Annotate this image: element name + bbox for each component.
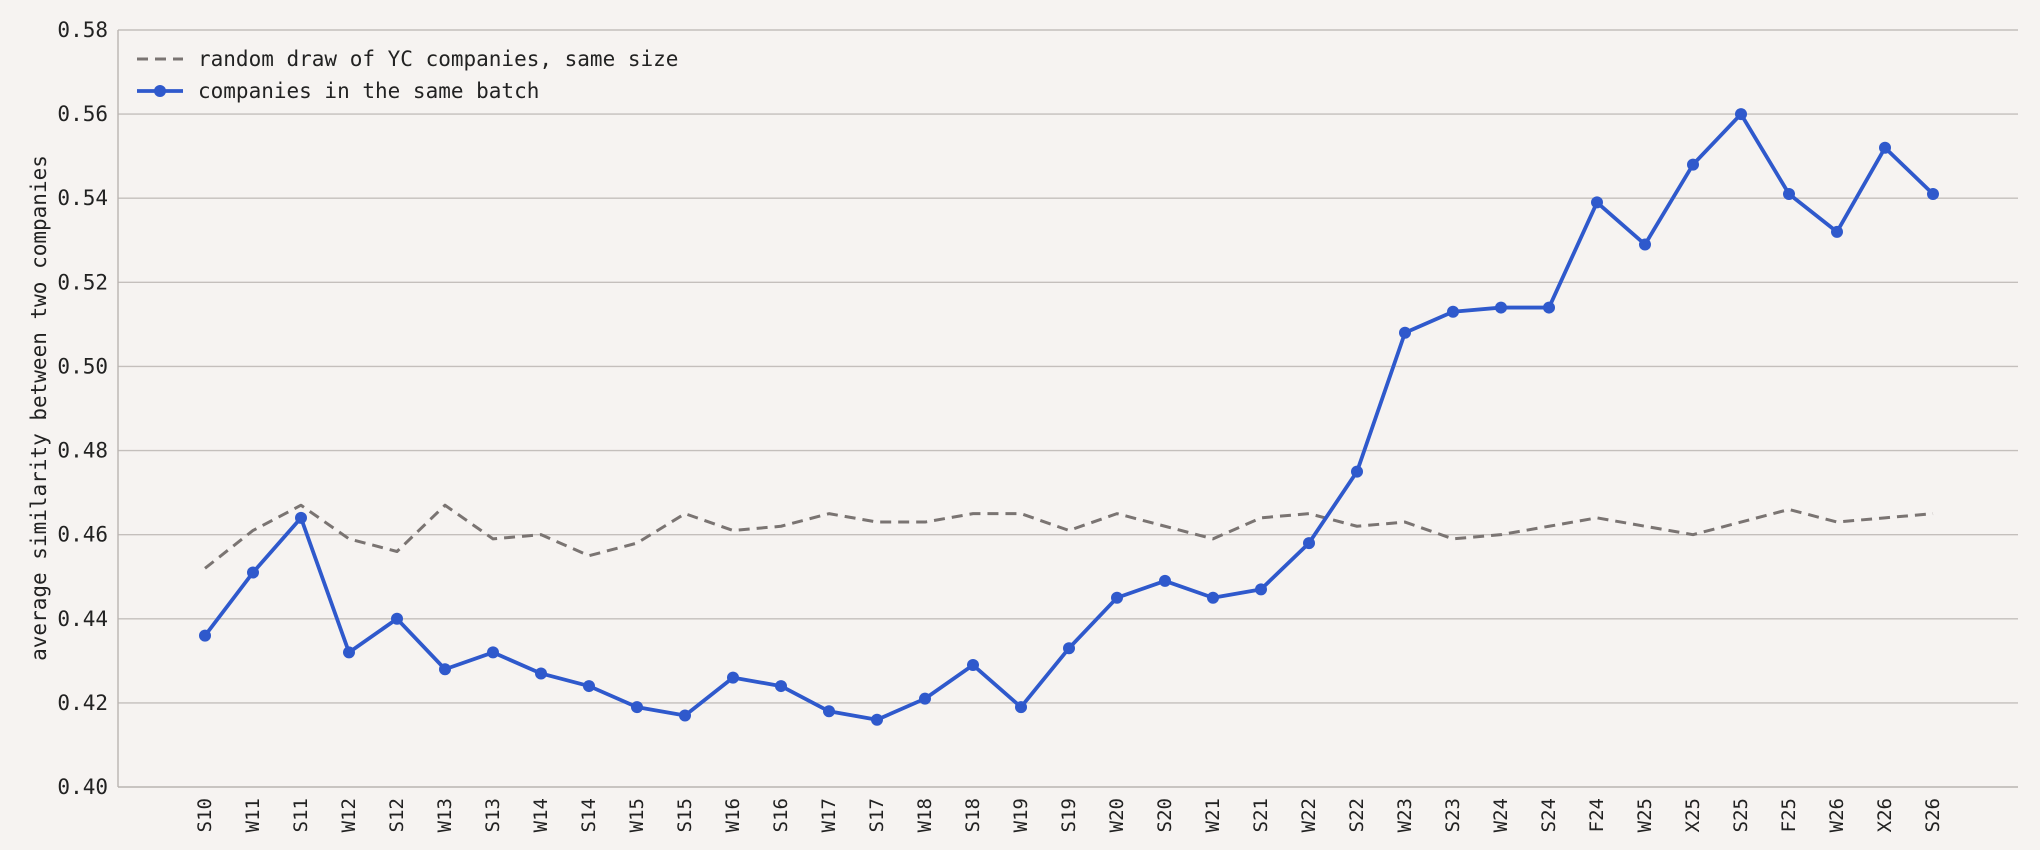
x-tick-label: S18	[962, 798, 984, 832]
x-tick-labels: S10 W11 S11 W12 S12 W13 S13 W14 S14 W15 S15 W16 S16 W…	[194, 798, 1944, 832]
series-line-random-draw	[204, 503, 1934, 570]
y-axis-label: average similarity between two companies	[27, 155, 51, 661]
x-tick-label: S21	[1250, 798, 1272, 832]
x-tick-label: W13	[434, 798, 456, 832]
data-point	[1687, 158, 1699, 171]
y-tick-label: 0.40	[57, 775, 108, 799]
x-tick-label: W22	[1298, 798, 1320, 832]
x-tick-label: W12	[338, 798, 360, 832]
x-tick-label: W18	[914, 798, 936, 832]
y-tick-label: 0.50	[57, 354, 108, 378]
x-tick-label: W20	[1106, 798, 1128, 832]
x-tick-label: S14	[578, 798, 600, 832]
data-point	[535, 667, 547, 680]
x-tick-label: W19	[1010, 798, 1032, 832]
data-point	[439, 663, 451, 676]
x-tick-label: W26	[1826, 798, 1848, 832]
y-tick-label: 0.58	[57, 18, 108, 42]
data-point	[247, 566, 259, 579]
data-point	[583, 680, 595, 693]
x-tick-label: W25	[1634, 798, 1656, 832]
data-point	[1351, 465, 1363, 478]
y-tick-label: 0.54	[57, 186, 108, 210]
x-tick-label: S12	[386, 798, 408, 832]
data-point	[1927, 188, 1939, 201]
data-point	[1063, 642, 1075, 655]
data-point	[1303, 537, 1315, 550]
y-tick-label: 0.48	[57, 439, 108, 463]
data-point	[1543, 301, 1555, 314]
legend-label: random draw of YC companies, same size	[198, 47, 678, 71]
y-tick-labels: 0.40 0.42 0.44 0.46 0.48 0.50 0.52 0.54 0.56 0.58	[57, 18, 108, 799]
data-point	[343, 646, 355, 659]
data-point	[199, 629, 211, 642]
x-tick-label: W23	[1394, 798, 1416, 832]
x-tick-label: S25	[1730, 798, 1752, 832]
series-group	[199, 108, 1939, 726]
x-tick-label: X26	[1874, 798, 1896, 832]
data-point	[1783, 188, 1795, 201]
x-tick-label: S16	[770, 798, 792, 832]
data-point	[1879, 141, 1891, 154]
gridlines	[118, 29, 2018, 704]
data-point	[1255, 583, 1267, 596]
data-point	[1639, 238, 1651, 251]
x-tick-label: S17	[866, 798, 888, 832]
x-tick-label: S22	[1346, 798, 1368, 832]
y-tick-label: 0.42	[57, 691, 108, 715]
series-line-same-batch	[203, 112, 1935, 722]
data-point	[295, 511, 307, 524]
x-tick-label: F24	[1586, 798, 1608, 832]
x-tick-label: W16	[722, 798, 744, 832]
x-tick-label: W11	[242, 798, 264, 832]
x-tick-label: S20	[1154, 798, 1176, 832]
data-point	[679, 709, 691, 722]
x-tick-label: W24	[1490, 798, 1512, 832]
x-tick-label: W21	[1202, 798, 1224, 832]
x-tick-label: S11	[290, 798, 312, 832]
data-point	[727, 671, 739, 684]
data-point	[919, 692, 931, 705]
legend: random draw of YC companies, same size co…	[137, 47, 678, 103]
data-point	[1399, 326, 1411, 339]
data-point	[1831, 225, 1843, 238]
axes	[117, 30, 2018, 788]
data-point	[1111, 591, 1123, 604]
data-point	[871, 713, 883, 726]
x-tick-label: S10	[194, 798, 216, 832]
x-tick-label: X25	[1682, 798, 1704, 832]
data-point	[631, 701, 643, 714]
x-tick-label: W14	[530, 798, 552, 832]
x-tick-label: S24	[1538, 798, 1560, 832]
x-tick-label: S26	[1922, 798, 1944, 832]
data-point	[823, 705, 835, 718]
data-point	[1735, 108, 1747, 121]
data-point	[967, 659, 979, 672]
y-tick-label: 0.52	[57, 270, 108, 294]
x-tick-label: S13	[482, 798, 504, 832]
x-tick-label: S15	[674, 798, 696, 832]
data-point	[1495, 301, 1507, 314]
y-tick-label: 0.46	[57, 523, 108, 547]
x-tick-label: S23	[1442, 798, 1464, 832]
data-point	[1591, 196, 1603, 209]
x-tick-label: F25	[1778, 798, 1800, 832]
data-point	[487, 646, 499, 659]
x-tick-label: S19	[1058, 798, 1080, 832]
data-point	[1207, 591, 1219, 604]
legend-label: companies in the same batch	[198, 79, 539, 103]
data-point	[1159, 574, 1171, 587]
data-point	[1447, 305, 1459, 318]
y-tick-label: 0.56	[57, 102, 108, 126]
x-tick-label: W15	[626, 798, 648, 832]
data-point	[775, 680, 787, 693]
legend-marker	[154, 85, 166, 97]
x-tick-label: W17	[818, 798, 840, 832]
data-point	[1015, 701, 1027, 714]
y-tick-label: 0.44	[57, 607, 108, 631]
data-point	[391, 612, 403, 625]
